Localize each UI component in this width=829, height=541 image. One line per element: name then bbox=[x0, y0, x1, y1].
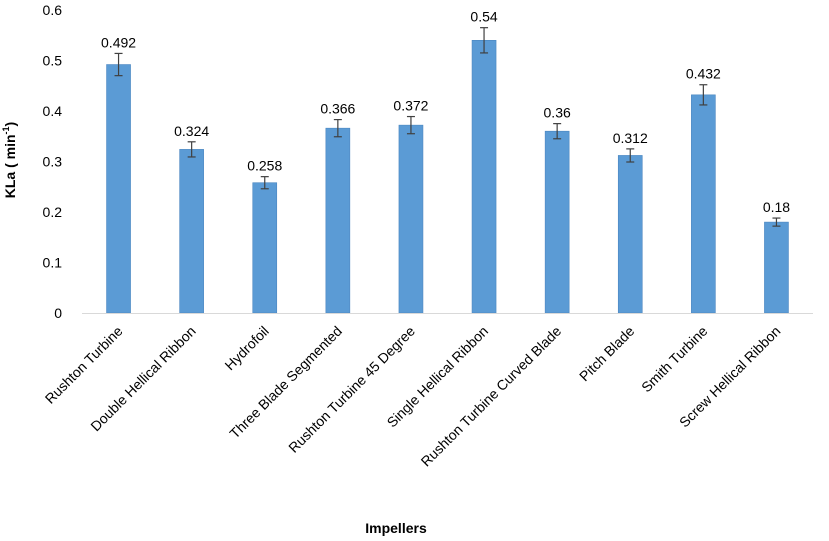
bar bbox=[691, 94, 716, 314]
y-axis-title-superscript: -1 bbox=[1, 126, 11, 134]
data-label: 0.258 bbox=[247, 158, 282, 174]
bars: 0.492 0.324 0.258 0.366 0.372 0.54 0.36 0.312 0.… bbox=[101, 9, 790, 314]
y-tick-label: 0.2 bbox=[43, 204, 63, 220]
data-label: 0.432 bbox=[686, 66, 721, 82]
error-bar bbox=[699, 84, 708, 106]
y-tick-label: 0.4 bbox=[43, 103, 63, 119]
y-tick-label: 0.5 bbox=[43, 53, 63, 69]
y-axis-title-main: KLa ( min bbox=[2, 134, 18, 198]
x-tick-label: Rushton Turbine Curved Blade bbox=[418, 323, 565, 470]
error-bar bbox=[333, 118, 342, 138]
error-bar bbox=[187, 141, 196, 158]
data-label: 0.492 bbox=[101, 34, 136, 50]
x-tick-label: Smith Turbine bbox=[638, 323, 711, 396]
y-tick-label: 0 bbox=[54, 305, 62, 321]
bar bbox=[398, 124, 424, 314]
y-axis-title: KLa ( min-1) bbox=[1, 122, 18, 198]
bar bbox=[252, 182, 278, 314]
x-tick-label: Rushton Turbine bbox=[42, 323, 126, 407]
bar bbox=[544, 130, 570, 314]
error-bar bbox=[480, 27, 489, 54]
bar bbox=[325, 127, 351, 314]
bar bbox=[106, 64, 131, 314]
data-label: 0.324 bbox=[174, 123, 209, 139]
data-label: 0.366 bbox=[320, 101, 355, 117]
error-bar bbox=[626, 148, 635, 163]
data-label: 0.18 bbox=[763, 199, 790, 215]
error-bar bbox=[772, 217, 781, 227]
y-tick-label: 0.1 bbox=[43, 255, 63, 271]
error-bar bbox=[553, 123, 562, 140]
y-axis-title-close: ) bbox=[2, 122, 18, 127]
data-label: 0.372 bbox=[393, 98, 428, 114]
x-tick-label: Hydrofoil bbox=[221, 323, 271, 373]
error-bar bbox=[260, 176, 269, 190]
y-tick-label: 0.3 bbox=[43, 154, 63, 170]
x-axis-title: Impellers bbox=[365, 520, 427, 536]
y-tick-label: 0.6 bbox=[43, 2, 63, 18]
bar bbox=[617, 155, 643, 314]
bar bbox=[764, 221, 789, 314]
data-label: 0.312 bbox=[613, 130, 648, 146]
error-bar bbox=[406, 115, 415, 135]
bar bbox=[471, 39, 497, 314]
data-label: 0.54 bbox=[470, 9, 497, 25]
x-tick-label: Pitch Blade bbox=[576, 323, 638, 385]
y-axis-ticks: 0 0.1 0.2 0.3 0.4 0.5 0.6 bbox=[43, 2, 63, 321]
x-tick-label: Rushton Turbine 45 Degree bbox=[285, 323, 418, 456]
bar bbox=[179, 149, 204, 314]
data-label: 0.36 bbox=[544, 105, 571, 121]
error-bar bbox=[114, 52, 123, 77]
